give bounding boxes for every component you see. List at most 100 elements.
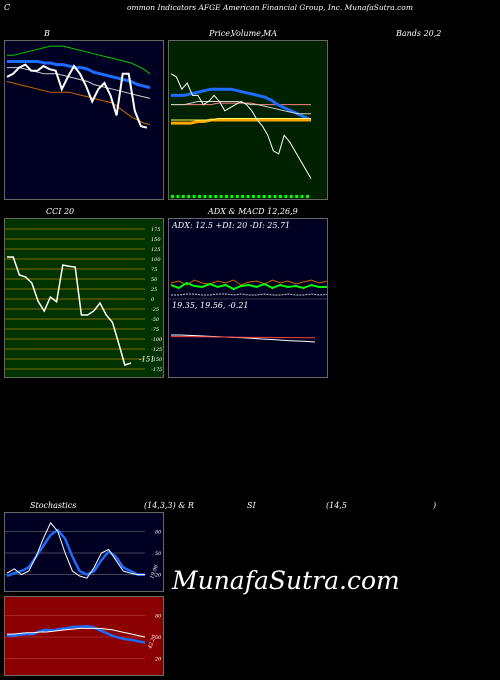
volume-bar [246, 195, 250, 198]
volume-bars [171, 195, 309, 198]
rsi-current-value: 42.20 [147, 633, 158, 650]
header-c-letter: C [4, 3, 11, 12]
price-label: Price, [209, 29, 233, 38]
bb-label: B [44, 29, 50, 38]
volume-bar [306, 195, 309, 198]
price-close-line [170, 73, 312, 179]
volume-bar [241, 195, 245, 198]
cci-tick-label: 25 [150, 287, 157, 293]
stoch-tick-label: 20 [154, 573, 162, 579]
macd-line [171, 334, 316, 343]
cci-tick-label: 0 [151, 297, 155, 303]
volume-bar [192, 195, 196, 198]
volume-bar [279, 195, 282, 198]
stochastics-panel: 80 50 20 19.96 [4, 512, 164, 592]
cci-tick-label: -50 [151, 317, 160, 323]
volume-bar [289, 195, 293, 198]
macd-readout: 19.35, 19.56, -0.21 [172, 301, 249, 310]
stoch-d-line [6, 528, 145, 578]
cci-tick-label: -25 [151, 307, 159, 313]
volume-label: Volume, [231, 29, 264, 38]
rsi-tick-label: 50 [155, 635, 162, 641]
cci-tick-label: -150 [151, 357, 163, 363]
volume-bar [273, 195, 277, 198]
macd-signal-line [171, 336, 315, 339]
volume-bar [295, 195, 299, 198]
adx-macd-panel: ADX: 12.5 +DI: 20 -DI: 25.71 19.35, 19.5… [168, 218, 328, 378]
chart-title: ommon Indicators AFGE American Financial… [127, 3, 413, 12]
cci-label: CCI 20 [46, 207, 75, 216]
price-ma-grey [171, 101, 311, 115]
cci-current-value: -151 [139, 355, 155, 363]
bb-bands-label: Bands 20,2 [396, 29, 442, 38]
adx-line [171, 293, 327, 296]
volume-bar [203, 195, 207, 198]
volume-bar [187, 195, 191, 198]
volume-bar [208, 195, 212, 198]
cci-chart: 175 150 125 100 75 50 25 0 -25 -50 -75 -100 -125 -150… [5, 227, 163, 373]
bb-upper-band [7, 45, 151, 75]
rsi-close-paren: ) [433, 501, 437, 510]
price-ma-pink [171, 102, 311, 106]
cci-tick-label: 150 [151, 237, 161, 243]
stoch-params: (14,3,3) & R [144, 501, 194, 510]
cci-tick-label: 175 [151, 227, 161, 233]
volume-bar [214, 195, 218, 198]
rsi-chart: 80 50 20 42.20 [5, 613, 162, 663]
adx-minus-di [170, 279, 327, 286]
ma-label: MA [263, 29, 277, 38]
cci-tick-label: 50 [151, 277, 158, 283]
adx-plus-di [170, 281, 327, 291]
rsi-params: (14,5 [326, 501, 347, 510]
cci-line [7, 256, 132, 366]
cci-tick-label: -175 [151, 367, 162, 373]
price-ma-orange [171, 118, 311, 125]
cci-tick-label: 75 [151, 267, 157, 273]
rsi-tick-label: 20 [154, 657, 162, 663]
bb-middle-band [7, 60, 151, 90]
rsi-panel: 80 50 20 42.20 [4, 596, 164, 676]
volume-bar [252, 195, 255, 198]
volume-bar [257, 195, 261, 198]
bollinger-panel [4, 40, 164, 200]
price-ma-yellow [171, 118, 311, 121]
volume-bar [268, 195, 272, 198]
volume-bar [176, 195, 180, 198]
cci-tick-label: 100 [151, 257, 161, 263]
rsi-tick-label: 80 [155, 613, 162, 619]
volume-bar [225, 195, 228, 198]
price-ma-blue [171, 87, 312, 122]
rsi-avg-line [7, 627, 146, 638]
rsi-line [7, 624, 146, 644]
volume-bar [230, 195, 234, 198]
stoch-current-value: 19.96 [149, 563, 160, 579]
volume-bar [235, 195, 239, 198]
cci-tick-label: -100 [151, 337, 163, 343]
watermark: MunafaSutra.com [172, 566, 400, 595]
adx-macd-label: ADX & MACD 12,26,9 [208, 207, 298, 216]
adx-readout: ADX: 12.5 +DI: 20 -DI: 25.71 [172, 221, 291, 230]
volume-bar [171, 195, 174, 198]
cci-tick-label: 125 [151, 247, 161, 253]
rsi-label: SI [247, 501, 256, 510]
stoch-k-line [6, 521, 145, 579]
price-chart [170, 73, 312, 198]
bb-price-line [6, 63, 148, 129]
stoch-tick-label: 80 [155, 529, 162, 535]
price-panel [168, 40, 328, 200]
stoch-label: Stochastics [30, 501, 77, 510]
cci-panel: 175 150 125 100 75 50 25 0 -25 -50 -75 -100 -125 -150… [4, 218, 164, 378]
bb-lower-band [6, 81, 151, 126]
volume-bar [284, 195, 288, 198]
volume-bar [181, 195, 185, 198]
volume-bar [219, 195, 223, 198]
volume-bar [300, 195, 304, 198]
volume-bar [198, 195, 201, 198]
cci-tick-label: -125 [151, 347, 162, 353]
stoch-tick-label: 50 [155, 551, 162, 557]
volume-bar [262, 195, 266, 198]
bollinger-chart [6, 45, 151, 129]
adx-macd-chart [169, 279, 327, 343]
cci-tick-label: -75 [151, 327, 159, 333]
